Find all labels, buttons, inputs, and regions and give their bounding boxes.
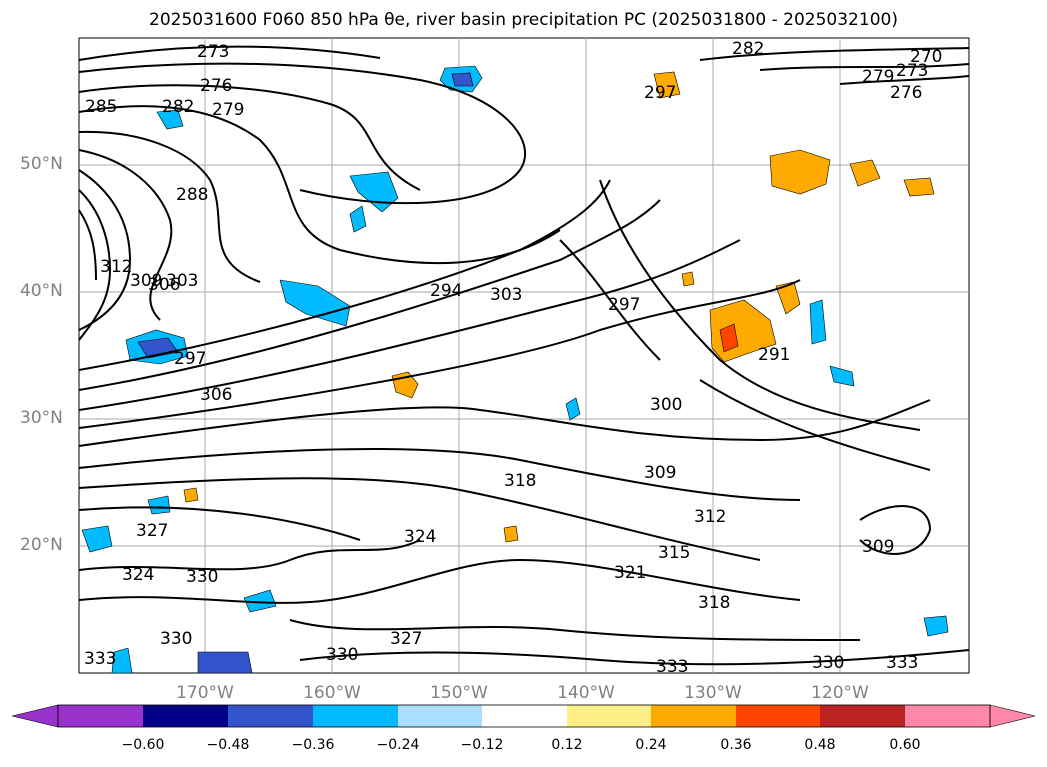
contour-label: 300 bbox=[650, 395, 682, 415]
lat-label: 30°N bbox=[20, 408, 63, 428]
contour-label: 312 bbox=[694, 507, 726, 527]
contour-label: 309 bbox=[644, 463, 676, 483]
graticule bbox=[79, 38, 969, 673]
contour-label: 321 bbox=[614, 563, 646, 583]
colorbar-tick: −0.12 bbox=[460, 737, 504, 753]
colorbar-segment bbox=[228, 705, 313, 727]
contour-label: 276 bbox=[890, 83, 922, 103]
contour-label: 309 bbox=[130, 271, 162, 291]
contour-label: 333 bbox=[886, 653, 918, 673]
lon-label: 120°W bbox=[811, 683, 869, 703]
colorbar bbox=[11, 704, 1036, 728]
contour-label: 297 bbox=[644, 83, 676, 103]
contour-label: 312 bbox=[100, 257, 132, 277]
contour-labels: 273 276 279 282 285 288 312 309 306 303 … bbox=[84, 39, 942, 677]
contour-label: 279 bbox=[862, 67, 894, 87]
contour-label: 318 bbox=[698, 593, 730, 613]
contour-label: 324 bbox=[122, 565, 154, 585]
contour-label: 285 bbox=[85, 97, 117, 117]
lat-label: 20°N bbox=[20, 535, 63, 555]
contour-label: 291 bbox=[758, 345, 790, 365]
lon-label: 140°W bbox=[557, 683, 615, 703]
contour-label: 333 bbox=[656, 657, 688, 677]
colorbar-segment bbox=[567, 705, 651, 727]
colorbar-segment bbox=[11, 704, 59, 728]
colorbar-segment bbox=[736, 705, 820, 727]
contour-label: 297 bbox=[608, 295, 640, 315]
colorbar-tick: 0.60 bbox=[889, 737, 921, 753]
colorbar-tick: 0.48 bbox=[804, 737, 836, 753]
contour-label: 276 bbox=[200, 76, 232, 96]
contour-label: 330 bbox=[186, 567, 218, 587]
contour-label: 327 bbox=[136, 521, 168, 541]
lon-label: 150°W bbox=[430, 683, 488, 703]
contour-label: 318 bbox=[504, 471, 536, 491]
contour-label: 330 bbox=[812, 653, 844, 673]
contour-label: 303 bbox=[166, 271, 198, 291]
precipitation-areas bbox=[81, 65, 949, 674]
colorbar-tick: −0.60 bbox=[121, 737, 165, 753]
contour-label: 324 bbox=[404, 527, 436, 547]
colorbar-tick: −0.36 bbox=[291, 737, 335, 753]
lat-label: 50°N bbox=[20, 154, 63, 174]
contour-label: 303 bbox=[490, 285, 522, 305]
lon-label: 130°W bbox=[684, 683, 742, 703]
contour-label: 327 bbox=[390, 629, 422, 649]
contour-label: 282 bbox=[162, 97, 194, 117]
colorbar-segment bbox=[905, 705, 990, 727]
map-frame bbox=[78, 37, 970, 674]
colorbar-segment bbox=[820, 705, 905, 727]
lat-label: 40°N bbox=[20, 281, 63, 301]
contour-label: 306 bbox=[200, 385, 232, 405]
colorbar-segment bbox=[143, 705, 228, 727]
contour-label: 333 bbox=[84, 649, 116, 669]
colorbar-segment bbox=[482, 705, 567, 727]
theta-e-contours bbox=[78, 45, 970, 666]
colorbar-segment bbox=[651, 705, 736, 727]
colorbar-segment bbox=[58, 705, 143, 727]
contour-label: 330 bbox=[326, 645, 358, 665]
contour-label: 273 bbox=[197, 42, 229, 62]
colorbar-segment bbox=[313, 705, 398, 727]
map-title: 2025031600 F060 850 hPa θe, river basin … bbox=[149, 10, 898, 30]
colorbar-tick: 0.12 bbox=[551, 737, 583, 753]
contour-label: 270 bbox=[910, 47, 942, 67]
contour-label: 309 bbox=[862, 537, 894, 557]
contour-label: 306 bbox=[148, 275, 180, 295]
contour-label: 330 bbox=[160, 629, 192, 649]
colorbar-segment bbox=[989, 704, 1036, 728]
colorbar-segment bbox=[398, 705, 482, 727]
colorbar-tick: 0.24 bbox=[635, 737, 667, 753]
contour-label: 297 bbox=[174, 349, 206, 369]
colorbar-tick: −0.24 bbox=[376, 737, 420, 753]
contour-label: 294 bbox=[430, 281, 462, 301]
contour-label: 288 bbox=[176, 185, 208, 205]
colorbar-tick: −0.48 bbox=[206, 737, 250, 753]
contour-label: 279 bbox=[212, 100, 244, 120]
contour-label: 282 bbox=[732, 39, 764, 59]
contour-label: 315 bbox=[658, 543, 690, 563]
contour-label: 273 bbox=[896, 61, 928, 81]
colorbar-tick: 0.36 bbox=[720, 737, 752, 753]
lon-label: 170°W bbox=[176, 683, 234, 703]
lon-label: 160°W bbox=[303, 683, 361, 703]
